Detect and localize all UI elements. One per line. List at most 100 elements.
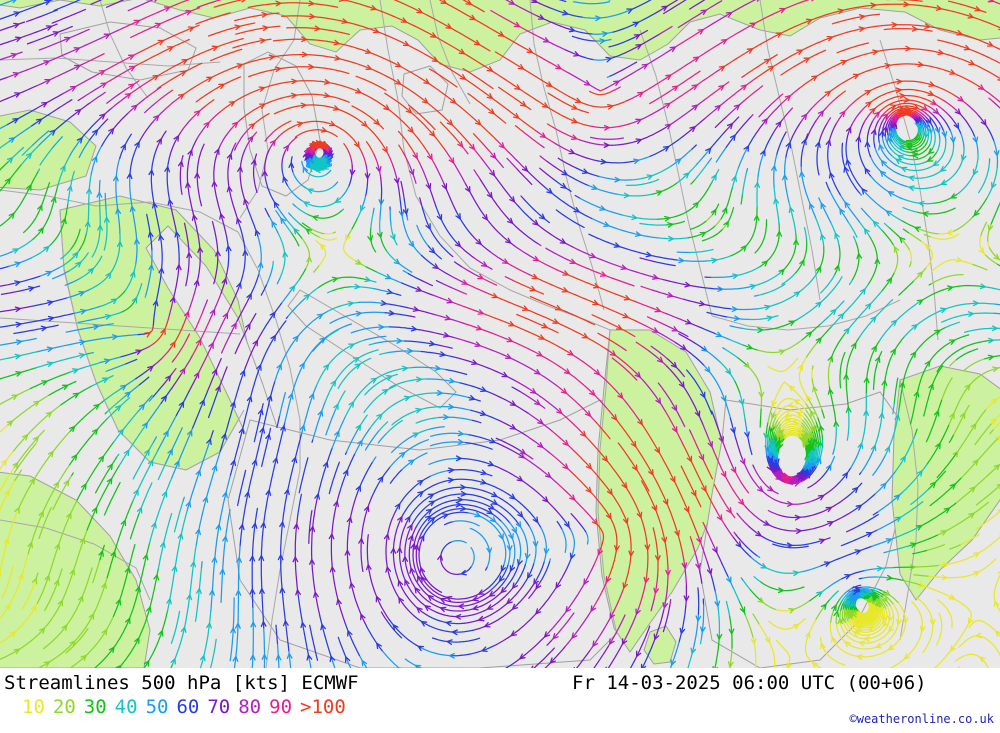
streamline-arrow [653, 587, 660, 594]
streamline-arrow [691, 84, 698, 91]
streamline-segment [120, 351, 137, 358]
streamline-segment [687, 652, 693, 668]
country-border [429, 0, 471, 105]
map-canvas[interactable] [0, 0, 1000, 668]
streamline-arrow [662, 602, 669, 609]
streamline-arrow [888, 644, 895, 651]
streamline-arrow [763, 58, 771, 65]
streamline-arrow [43, 60, 50, 66]
streamline-segment [573, 450, 632, 592]
streamline-segment [71, 472, 74, 477]
streamline-arrow [632, 21, 639, 28]
streamline-arrow [381, 389, 389, 395]
streamline-arrow [805, 331, 813, 338]
streamline-arrow [410, 325, 418, 332]
streamline-segment [878, 598, 887, 610]
streamline-segment [631, 0, 652, 10]
streamline-segment [388, 326, 421, 331]
streamline-arrow [883, 589, 891, 596]
streamline-arrow [785, 411, 792, 417]
streamline-segment [886, 544, 911, 553]
streamline-arrow [679, 627, 686, 635]
streamline-arrow [460, 490, 467, 497]
streamline-arrow [861, 188, 868, 195]
streamline-arrow [383, 104, 390, 111]
streamline-arrow [954, 108, 961, 115]
streamline-segment [69, 137, 83, 156]
streamline-segment [13, 404, 62, 452]
streamline-arrow [857, 625, 864, 631]
streamline-segment [27, 464, 71, 555]
streamline-arrow [160, 328, 166, 335]
streamline-arrow [543, 548, 550, 555]
streamline-segment [861, 188, 888, 212]
streamline-arrow [952, 450, 959, 458]
streamline-segment [963, 327, 1000, 333]
streamline-arrow [512, 112, 520, 119]
streamline-segment [165, 427, 183, 464]
streamline-arrow [738, 498, 745, 506]
streamline-segment [370, 213, 374, 230]
streamline-segment [171, 367, 177, 375]
streamline-arrow [459, 484, 467, 491]
streamline-arrow [637, 418, 643, 426]
streamline-segment [280, 15, 537, 132]
streamline-arrow [169, 341, 176, 348]
streamline-arrow [274, 66, 282, 73]
streamline-arrow [308, 393, 315, 400]
streamline-segment [770, 431, 774, 442]
streamline-segment [919, 284, 984, 303]
streamline-segment [830, 283, 870, 328]
streamline-arrow [478, 615, 485, 622]
streamline-arrow [746, 48, 754, 54]
streamline-segment [260, 283, 268, 296]
streamline-arrow [896, 618, 902, 626]
streamline-segment [768, 617, 806, 630]
streamline-segment [294, 129, 338, 138]
streamline-arrow [323, 364, 330, 371]
country-border [529, 0, 605, 311]
streamline-arrow [757, 485, 764, 493]
streamline-arrow [275, 0, 282, 7]
streamline-arrow [613, 242, 621, 248]
streamline-arrow [14, 306, 22, 313]
streamline-segment [824, 95, 839, 110]
streamline-segment [883, 222, 890, 229]
streamline-map[interactable] [0, 0, 1000, 668]
streamline-arrow [179, 367, 186, 375]
streamline-segment [908, 260, 912, 268]
streamline-segment [703, 81, 730, 101]
streamline-segment [804, 409, 816, 427]
streamline-segment [286, 184, 303, 202]
streamline-segment [841, 569, 866, 580]
streamline-segment [772, 453, 776, 464]
streamline-segment [803, 565, 822, 572]
streamline-segment [415, 532, 487, 600]
streamline-arrow [12, 462, 19, 469]
streamline-segment [398, 144, 405, 154]
streamline-arrow [251, 459, 258, 466]
streamline-arrow [793, 481, 800, 487]
streamline-segment [805, 341, 818, 358]
streamline-segment [505, 663, 514, 668]
streamline-segment [389, 468, 403, 484]
streamline-segment [449, 254, 454, 258]
streamline-segment [379, 351, 390, 356]
streamline-arrow [394, 503, 401, 510]
streamline-segment [438, 416, 473, 421]
streamline-segment [435, 205, 459, 246]
streamline-segment [572, 1, 611, 5]
streamline-arrow [142, 422, 148, 429]
streamline-segment [288, 212, 292, 216]
streamline-segment [714, 116, 727, 129]
streamline-segment [653, 260, 676, 267]
streamline-segment [869, 586, 880, 591]
streamline-segment [773, 153, 778, 188]
streamline-arrow [393, 177, 400, 184]
streamline-arrow [993, 464, 1000, 471]
streamline-segment [677, 0, 723, 29]
streamline-arrow [654, 446, 661, 454]
streamline-arrow [244, 491, 251, 498]
streamline-arrow [826, 521, 834, 527]
streamline-arrow [653, 633, 660, 641]
